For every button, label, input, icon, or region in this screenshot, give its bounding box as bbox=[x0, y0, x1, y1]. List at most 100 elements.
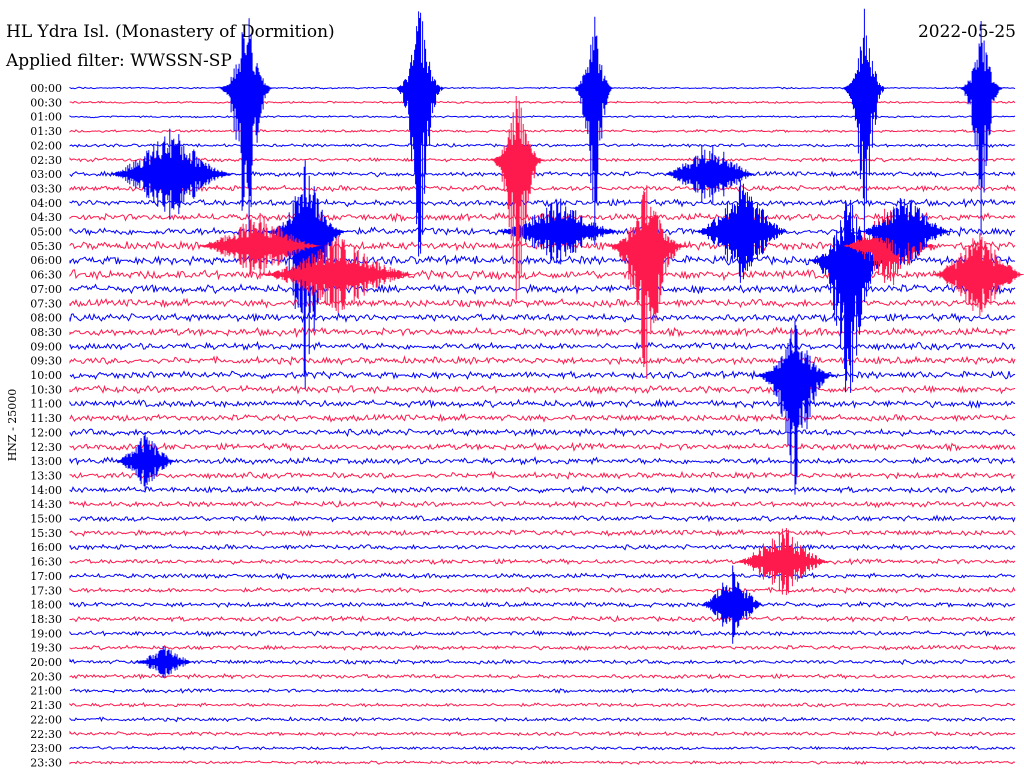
row-time-label: 00:30 bbox=[30, 96, 62, 109]
seismic-event-burst bbox=[196, 212, 323, 279]
trace-row bbox=[69, 470, 1016, 480]
row-time-label: 08:30 bbox=[30, 326, 62, 339]
trace-row bbox=[69, 572, 1016, 580]
row-time-label: 18:00 bbox=[30, 599, 62, 612]
trace-row bbox=[69, 340, 1016, 352]
station-title: HL Ydra Isl. (Monastery of Dormition) bbox=[6, 22, 335, 42]
row-time-label: 23:30 bbox=[30, 756, 62, 769]
row-time-label: 05:30 bbox=[30, 240, 62, 253]
seismic-event-burst bbox=[114, 432, 177, 491]
trace-row bbox=[69, 543, 1016, 551]
seismic-event-burst bbox=[735, 528, 830, 596]
trace-row bbox=[69, 456, 1016, 466]
row-time-label: 00:00 bbox=[30, 82, 62, 95]
row-time-label: 03:00 bbox=[30, 168, 62, 181]
trace-row bbox=[69, 297, 1016, 309]
seismic-event-burst bbox=[571, 16, 616, 245]
row-time-label: 12:00 bbox=[30, 426, 62, 439]
row-time-label: 09:00 bbox=[30, 340, 62, 353]
row-time-label: 13:00 bbox=[30, 455, 62, 468]
row-time-label: 23:00 bbox=[30, 742, 62, 755]
row-time-label: 06:30 bbox=[30, 269, 62, 282]
trace-row bbox=[69, 528, 1016, 537]
row-time-label: 02:30 bbox=[30, 154, 62, 167]
seismic-event-burst bbox=[751, 320, 838, 495]
trace-row bbox=[69, 283, 1016, 295]
row-time-label: 04:30 bbox=[30, 211, 62, 224]
y-axis-label: HNZ - 25000 bbox=[6, 389, 19, 462]
row-time-label: 17:30 bbox=[30, 584, 62, 597]
row-time-label: 16:30 bbox=[30, 556, 62, 569]
trace-row bbox=[69, 629, 1016, 637]
trace-row bbox=[69, 673, 1016, 680]
trace-row bbox=[69, 687, 1016, 694]
row-time-label: 14:00 bbox=[30, 484, 62, 497]
trace-row bbox=[69, 730, 1016, 737]
trace-row bbox=[69, 197, 1016, 208]
trace-row bbox=[69, 156, 1016, 163]
trace-row bbox=[69, 184, 1016, 193]
row-time-label: 21:30 bbox=[30, 699, 62, 712]
trace-row bbox=[69, 759, 1016, 765]
seismic-event-burst bbox=[108, 128, 234, 220]
trace-row bbox=[69, 128, 1016, 134]
seismic-event-burst bbox=[217, 18, 276, 242]
row-time-label: 15:30 bbox=[30, 527, 62, 540]
trace-row bbox=[69, 557, 1016, 566]
row-time-label: 20:30 bbox=[30, 670, 62, 683]
date-label: 2022-05-25 bbox=[918, 22, 1016, 42]
row-time-label: 16:00 bbox=[30, 541, 62, 554]
seismic-event-burst bbox=[259, 236, 417, 313]
row-time-label: 01:00 bbox=[30, 111, 62, 124]
trace-row bbox=[69, 326, 1016, 338]
row-time-label: 06:00 bbox=[30, 254, 62, 267]
seismic-event-burst bbox=[840, 8, 888, 263]
row-time-label: 17:00 bbox=[30, 570, 62, 583]
row-time-label: 20:00 bbox=[30, 656, 62, 669]
row-time-label: 11:00 bbox=[30, 398, 62, 411]
trace-row bbox=[69, 142, 1016, 148]
row-time-label: 08:00 bbox=[30, 312, 62, 325]
row-time-label: 09:30 bbox=[30, 355, 62, 368]
row-time-label: 10:00 bbox=[30, 369, 62, 382]
row-time-label: 14:30 bbox=[30, 498, 62, 511]
seismic-event-burst bbox=[701, 565, 764, 644]
row-time-label: 21:00 bbox=[30, 685, 62, 698]
trace-row bbox=[69, 427, 1016, 438]
trace-layer bbox=[69, 8, 1024, 765]
seismic-event-burst bbox=[858, 198, 952, 265]
row-time-label: 11:30 bbox=[30, 412, 62, 425]
trace-row bbox=[69, 268, 1016, 282]
row-time-label: 19:00 bbox=[30, 627, 62, 640]
trace-row bbox=[69, 702, 1016, 708]
trace-row bbox=[69, 745, 1016, 751]
seismic-event-burst bbox=[600, 185, 695, 379]
trace-row bbox=[69, 614, 1016, 623]
row-time-label: 18:30 bbox=[30, 613, 62, 626]
seismic-event-burst bbox=[957, 21, 1005, 236]
row-time-label: 03:30 bbox=[30, 182, 62, 195]
trace-row bbox=[69, 398, 1016, 409]
trace-row bbox=[69, 355, 1016, 366]
row-time-label: 07:00 bbox=[30, 283, 62, 296]
seismic-event-burst bbox=[664, 145, 757, 204]
trace-row bbox=[69, 413, 1016, 423]
trace-row bbox=[69, 658, 1016, 666]
row-time-label: 04:00 bbox=[30, 197, 62, 210]
trace-row bbox=[69, 600, 1016, 608]
row-time-label: 12:30 bbox=[30, 441, 62, 454]
trace-row bbox=[69, 485, 1016, 494]
row-time-label: 19:30 bbox=[30, 642, 62, 655]
trace-row bbox=[69, 369, 1016, 381]
row-time-label: 05:00 bbox=[30, 226, 62, 239]
row-time-label: 15:00 bbox=[30, 513, 62, 526]
seismic-event-burst bbox=[694, 180, 789, 283]
seismic-event-burst bbox=[486, 96, 550, 300]
row-time-label: 22:30 bbox=[30, 728, 62, 741]
trace-row bbox=[69, 716, 1016, 723]
row-time-label: 02:00 bbox=[30, 139, 62, 152]
trace-row bbox=[69, 514, 1016, 523]
row-time-label: 07:30 bbox=[30, 297, 62, 310]
seismic-event-burst bbox=[394, 11, 447, 257]
